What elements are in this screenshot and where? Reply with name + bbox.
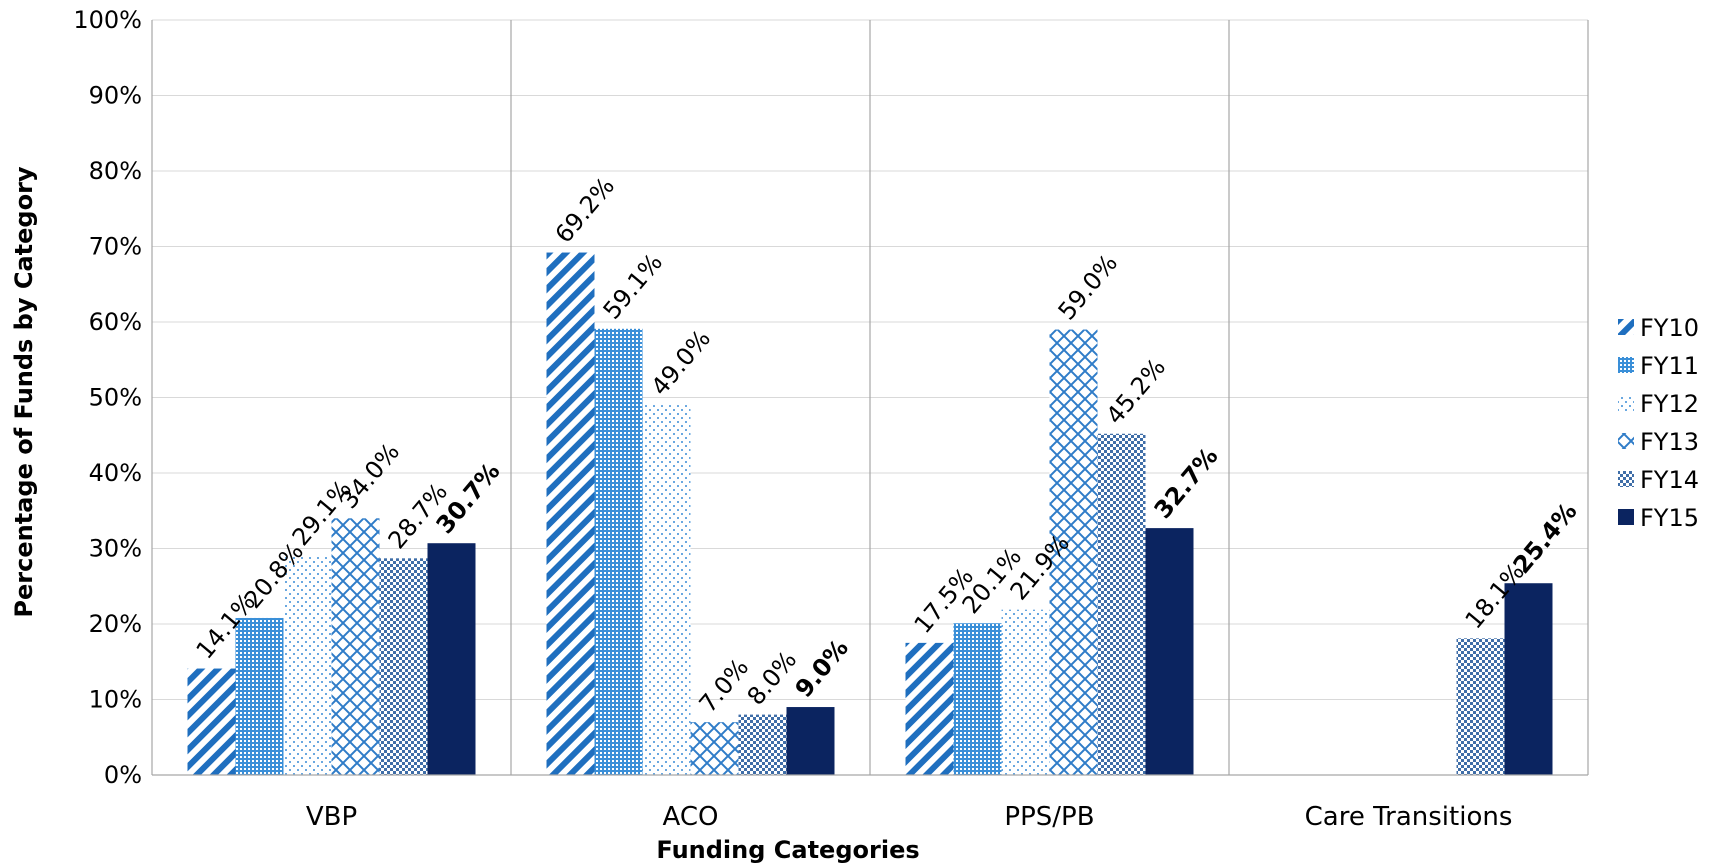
bar-fy15-1: [786, 707, 835, 775]
legend-swatch-fy10: [1618, 319, 1634, 335]
legend-label-fy11: FY11: [1640, 352, 1699, 380]
x-tick-label: Care Transitions: [1305, 802, 1513, 832]
bar-fy14-1: [738, 714, 787, 775]
data-label: 45.2%: [1101, 353, 1171, 429]
y-tick-label: 90%: [89, 82, 142, 110]
bars: [187, 252, 1553, 776]
y-tick-label: 100%: [73, 6, 142, 34]
bar-fy14-0: [379, 558, 428, 775]
data-label: 32.7%: [1149, 442, 1224, 524]
legend-label-fy14: FY14: [1640, 466, 1699, 494]
bar-fy13-1: [690, 722, 739, 775]
bar-fy11-2: [953, 623, 1002, 775]
legend-label-fy13: FY13: [1640, 428, 1699, 456]
bar-fy11-1: [594, 328, 643, 775]
data-label: 34.0%: [335, 438, 405, 514]
x-tick-label: VBP: [306, 802, 357, 832]
x-axis-title: Funding Categories: [656, 836, 919, 864]
x-tick-label: ACO: [663, 802, 719, 832]
data-label: 69.2%: [550, 172, 620, 248]
y-tick-label: 30%: [89, 535, 142, 563]
bar-fy13-0: [331, 518, 380, 775]
legend-swatch-fy14: [1618, 471, 1634, 487]
category-separators: [510, 20, 1230, 775]
y-tick-label: 60%: [89, 308, 142, 336]
bar-fy12-1: [642, 405, 691, 775]
legend-label-fy10: FY10: [1640, 314, 1699, 342]
legend-label-fy15: FY15: [1640, 504, 1699, 532]
data-label: 7.0%: [694, 653, 755, 718]
y-tick-label: 40%: [89, 459, 142, 487]
bar-fy13-2: [1049, 329, 1098, 775]
legend: FY10 FY11 FY12 FY13 FY14 FY15: [1618, 314, 1699, 532]
bar-fy15-2: [1145, 528, 1194, 775]
bar-fy10-2: [905, 642, 954, 775]
y-tick-label: 70%: [89, 233, 142, 261]
data-label: 59.0%: [1053, 249, 1123, 325]
y-tick-label: 20%: [89, 610, 142, 638]
bar-fy12-0: [283, 555, 332, 775]
bar-fy14-3: [1456, 638, 1505, 775]
bar-fy10-0: [187, 668, 236, 775]
legend-swatch-fy12: [1618, 395, 1634, 411]
legend-swatch-fy15: [1618, 509, 1634, 525]
axes: 0% 10% 20% 30% 40% 50% 60% 70% 80% 90% 100% VBP ACO P…: [73, 6, 1589, 832]
y-tick-label: 80%: [89, 157, 142, 185]
legend-swatch-fy11: [1618, 357, 1634, 373]
data-label: 49.0%: [646, 324, 716, 400]
bar-fy11-0: [235, 617, 284, 775]
data-label: 25.4%: [1508, 497, 1583, 579]
y-tick-label: 50%: [89, 384, 142, 412]
bar-fy15-3: [1504, 583, 1553, 775]
y-axis-title: Percentage of Funds by Category: [10, 166, 38, 617]
bar-fy10-1: [546, 252, 595, 776]
data-label: 59.1%: [598, 248, 668, 324]
data-label: 9.0%: [790, 634, 854, 703]
legend-swatch-fy13: [1618, 433, 1634, 449]
bar-fy12-2: [1001, 609, 1050, 775]
legend-label-fy12: FY12: [1640, 390, 1699, 418]
bar-fy14-2: [1097, 433, 1146, 775]
y-tick-label: 10%: [89, 686, 142, 714]
y-tick-label: 0%: [104, 761, 142, 789]
bar-fy15-0: [427, 543, 476, 775]
data-label: 8.0%: [742, 646, 803, 711]
x-tick-label: PPS/PB: [1004, 802, 1094, 832]
